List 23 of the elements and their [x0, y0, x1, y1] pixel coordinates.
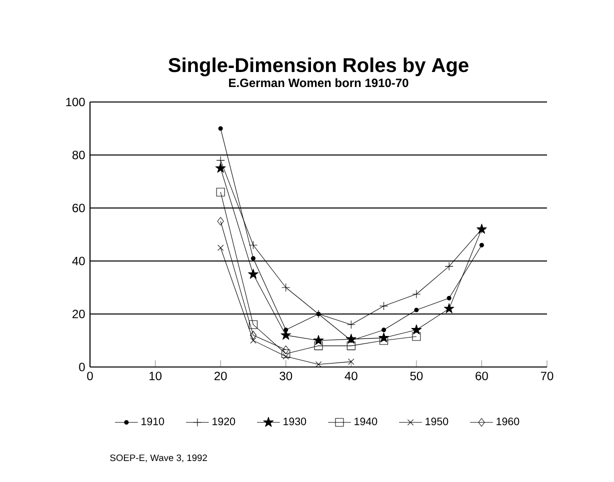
y-tick-label: 80 [72, 150, 85, 160]
legend-label: 1920 [212, 418, 236, 426]
y-tick-label: 20 [72, 310, 85, 318]
legend-label: 1910 [142, 418, 164, 426]
y-tick-label: 100 [66, 98, 85, 106]
y-tick-label: 40 [72, 256, 85, 266]
y-tick-label: 60 [72, 204, 85, 212]
legend-label: 1940 [354, 418, 378, 426]
x-tick-label: 70 [540, 372, 554, 380]
y-tick-label: 0 [79, 362, 85, 372]
legend-label: 1950 [426, 418, 448, 426]
x-tick-label: 40 [344, 372, 358, 380]
text: SOEP-E, Wave 3, 1992 [110, 454, 207, 462]
chart-subtitle: E.German Women born 1910-70 [229, 78, 408, 88]
x-tick-label: 30 [280, 372, 292, 380]
chart-title: Single-Dimension Roles by Age [168, 58, 468, 76]
x-tick-label: 0 [87, 372, 93, 380]
legend-label: 1960 [496, 418, 520, 426]
x-tick-label: 10 [150, 372, 162, 380]
x-tick-label: 60 [476, 372, 488, 380]
legend-label: 1930 [284, 418, 306, 426]
x-tick-label: 20 [214, 372, 227, 380]
x-tick-label: 50 [410, 372, 423, 380]
